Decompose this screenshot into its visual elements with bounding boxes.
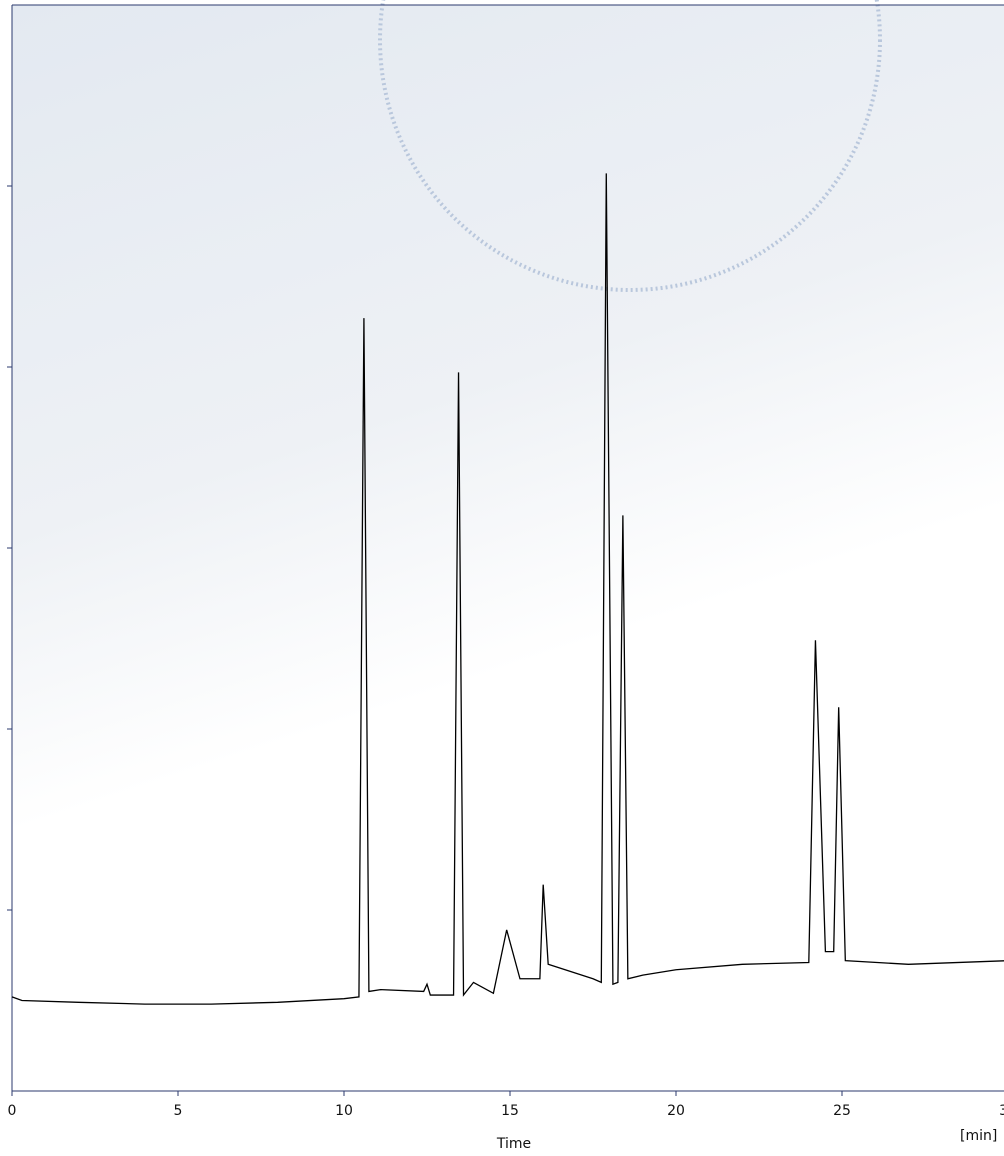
x-tick-label: 30: [999, 1103, 1004, 1119]
x-tick-label: 15: [501, 1103, 519, 1119]
x-tick-label: 5: [174, 1103, 183, 1119]
decor-circle: [378, 0, 882, 292]
x-tick-label: 25: [833, 1103, 851, 1119]
x-tick-label: 0: [8, 1103, 17, 1119]
x-tick-label: 20: [667, 1103, 685, 1119]
x-axis-unit: [min]: [960, 1128, 997, 1144]
plot-background: [12, 5, 1004, 1091]
x-axis-title: Time: [496, 1136, 531, 1152]
series-line: [11, 173, 1004, 1005]
x-tick-label: 10: [335, 1103, 353, 1119]
